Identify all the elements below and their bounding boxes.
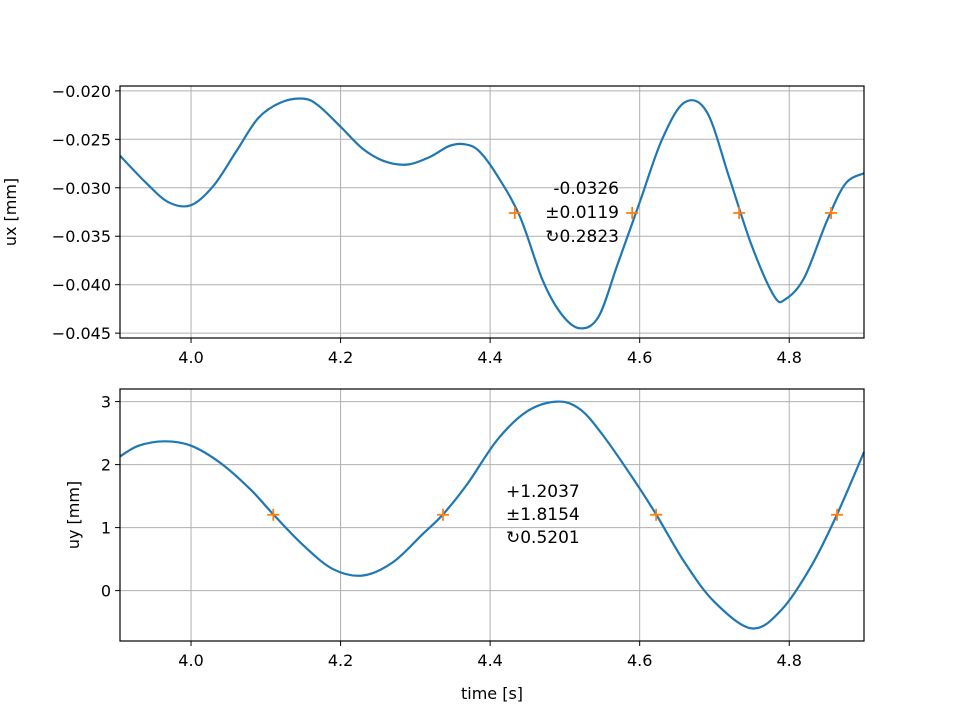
ux-crossing-markers <box>508 206 838 219</box>
ux-series-line <box>119 97 865 330</box>
subplot-ux: 4.0 4.2 4.4 4.6 4.8 −0.020 −0.025 −0.030 −0.035… <box>1 82 865 367</box>
ux-x-tick-label: 4.2 <box>328 348 353 367</box>
uy-crossing-marker <box>831 508 844 521</box>
uy-y-axis-label: uy [mm] <box>64 481 83 549</box>
uy-crossing-marker <box>650 508 663 521</box>
uy-x-tick-label: 4.2 <box>328 651 353 670</box>
uy-y-tick-label: 1 <box>101 519 111 538</box>
uy-crossing-marker <box>267 508 280 521</box>
ux-crossing-marker <box>733 206 746 219</box>
subplot-uy: 4.0 4.2 4.4 4.6 4.8 3 2 1 0 uy [mm] time [s] +1… <box>64 388 866 703</box>
grid-ux <box>120 86 864 338</box>
ux-x-tick-label: 4.8 <box>776 348 801 367</box>
ux-x-ticks: 4.0 4.2 4.4 4.6 4.8 <box>178 338 802 367</box>
ux-annotation-mean: -0.0326 <box>553 179 619 199</box>
uy-x-tick-label: 4.6 <box>627 651 652 670</box>
grid-uy <box>120 389 864 641</box>
ux-axes-frame <box>119 85 865 339</box>
uy-crossing-markers <box>267 508 844 521</box>
ux-y-tick-label: −0.020 <box>52 82 111 101</box>
time-x-axis-label: time [s] <box>461 684 523 703</box>
ux-y-axis-label: ux [mm] <box>1 178 20 246</box>
uy-y-ticks: 3 2 1 0 <box>101 393 120 601</box>
ux-x-tick-label: 4.4 <box>477 348 502 367</box>
uy-x-tick-label: 4.0 <box>178 651 203 670</box>
uy-annotation-amplitude: ±1.8154 <box>506 505 580 525</box>
ux-y-ticks: −0.020 −0.025 −0.030 −0.035 −0.040 −0.045 <box>52 82 120 343</box>
uy-annotation-frequency: ↻0.5201 <box>506 528 580 548</box>
ux-y-tick-label: −0.040 <box>52 276 111 295</box>
uy-y-tick-label: 2 <box>101 456 111 475</box>
ux-annotation-frequency: ↻0.2823 <box>545 227 619 247</box>
ux-crossing-marker <box>626 206 639 219</box>
uy-x-tick-label: 4.4 <box>477 651 502 670</box>
ux-annotation-amplitude: ±0.0119 <box>545 203 619 223</box>
uy-crossing-marker <box>437 508 450 521</box>
uy-axes-frame <box>119 388 865 642</box>
ux-y-tick-label: −0.025 <box>52 130 111 149</box>
uy-x-ticks: 4.0 4.2 4.4 4.6 4.8 <box>178 641 802 670</box>
uy-series-line <box>119 400 866 630</box>
uy-x-tick-label: 4.8 <box>776 651 801 670</box>
uy-y-tick-label: 0 <box>101 582 111 601</box>
ux-y-tick-label: −0.030 <box>52 179 111 198</box>
ux-crossing-marker <box>508 206 521 219</box>
ux-x-tick-label: 4.6 <box>627 348 652 367</box>
uy-y-tick-label: 3 <box>101 393 111 412</box>
uy-annotation-mean: +1.2037 <box>506 482 580 502</box>
ux-y-tick-label: −0.035 <box>52 227 111 246</box>
ux-y-tick-label: −0.045 <box>52 324 111 343</box>
ux-x-tick-label: 4.0 <box>178 348 203 367</box>
ux-crossing-marker <box>825 206 838 219</box>
